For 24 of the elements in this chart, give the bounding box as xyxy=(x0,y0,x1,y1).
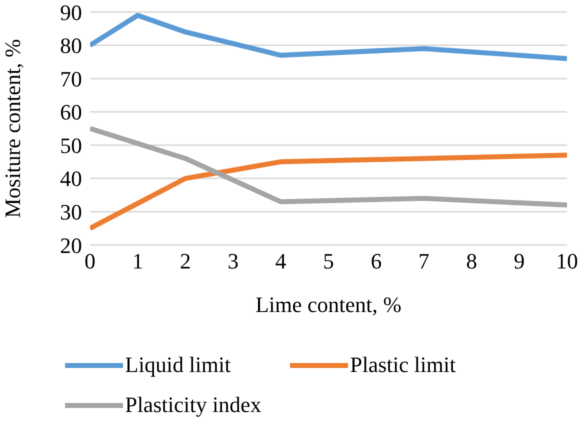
x-tick-label: 3 xyxy=(228,248,239,274)
y-tick-label: 60 xyxy=(60,100,82,125)
x-tick-label: 4 xyxy=(275,248,286,274)
y-tick-label: 80 xyxy=(60,33,82,58)
x-tick-label: 6 xyxy=(370,248,382,274)
y-tick-label: 40 xyxy=(60,166,82,192)
y-axis-title: Mositure content, % xyxy=(0,38,25,218)
y-tick-label: 50 xyxy=(60,132,82,158)
legend-label: Plastic limit xyxy=(350,352,456,378)
x-tick-label: 0 xyxy=(84,248,96,274)
y-tick-label: 90 xyxy=(60,0,82,25)
y-tick-label: 70 xyxy=(60,66,82,92)
x-tick-label: 10 xyxy=(556,248,578,274)
x-tick-label: 5 xyxy=(323,248,334,274)
x-tick-label: 8 xyxy=(466,248,478,274)
x-tick-label: 2 xyxy=(180,248,191,274)
x-tick-label: 9 xyxy=(514,248,525,274)
x-tick-label: 7 xyxy=(418,248,430,274)
x-tick-label: 1 xyxy=(132,248,144,274)
y-tick-label: 20 xyxy=(60,232,82,258)
legend-label: Liquid limit xyxy=(125,352,231,378)
y-tick-label: 30 xyxy=(60,200,82,225)
x-axis-title: Lime content, % xyxy=(255,292,402,317)
legend-label: Plasticity index xyxy=(125,392,262,418)
